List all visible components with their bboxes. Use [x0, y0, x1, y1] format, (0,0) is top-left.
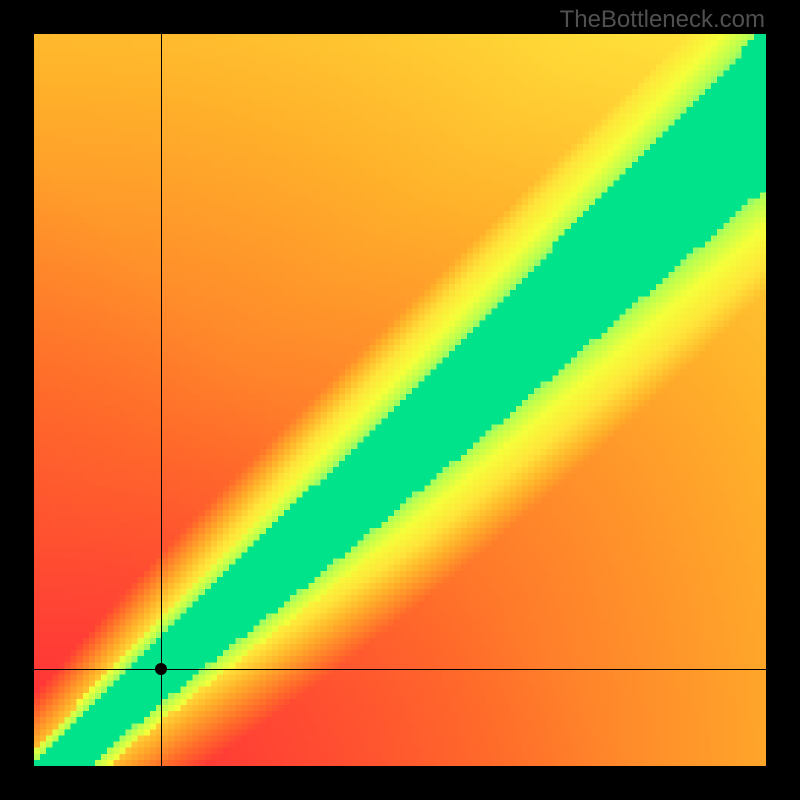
crosshair-marker: [155, 663, 167, 675]
heatmap-canvas: [34, 34, 766, 766]
crosshair-horizontal: [34, 669, 766, 670]
heatmap-canvas-wrap: [34, 34, 766, 766]
plot-area: [34, 34, 766, 766]
watermark-text: TheBottleneck.com: [560, 6, 765, 34]
crosshair-vertical: [161, 34, 162, 766]
